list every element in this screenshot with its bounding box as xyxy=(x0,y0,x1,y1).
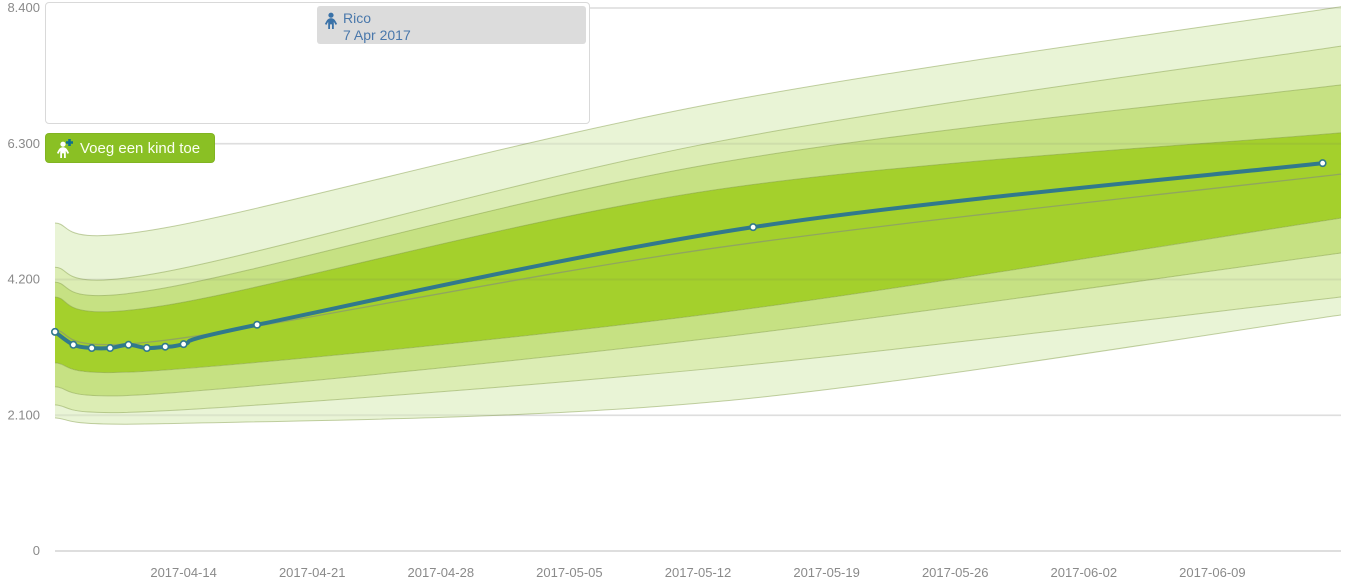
y-axis-tick-label: 8.400 xyxy=(7,0,40,15)
legend-item-child[interactable]: Rico 7 Apr 2017 xyxy=(317,6,586,44)
y-axis-tick-label: 2.100 xyxy=(7,407,40,422)
x-axis-tick-label: 2017-05-19 xyxy=(793,565,860,580)
y-axis-tick-label: 0 xyxy=(33,543,40,558)
data-point-marker[interactable] xyxy=(161,342,170,351)
y-axis-tick-label: 4.200 xyxy=(7,272,40,287)
data-point-marker[interactable] xyxy=(179,340,188,349)
percentile-boundary-line xyxy=(55,45,1341,281)
x-axis-tick-label: 2017-06-09 xyxy=(1179,565,1246,580)
percentile-boundary-line xyxy=(55,296,1341,414)
percentile-boundary-line xyxy=(55,132,1341,313)
median-line xyxy=(55,173,1341,346)
data-point-marker[interactable] xyxy=(253,320,262,329)
percentile-boundary-line xyxy=(55,217,1341,374)
percentile-boundary-line xyxy=(55,84,1341,297)
data-point-marker[interactable] xyxy=(124,340,133,349)
child-name: Rico xyxy=(343,10,372,26)
y-axis-tick-label: 6.300 xyxy=(7,136,40,151)
x-axis-tick-label: 2017-06-02 xyxy=(1051,565,1118,580)
percentile-band xyxy=(55,252,1341,413)
data-point-marker[interactable] xyxy=(749,223,758,232)
x-axis-tick-label: 2017-05-26 xyxy=(922,565,989,580)
x-axis-tick-label: 2017-04-14 xyxy=(150,565,217,580)
data-point-marker[interactable] xyxy=(1318,159,1327,168)
percentile-boundary-line xyxy=(55,314,1341,425)
data-point-marker[interactable] xyxy=(69,340,78,349)
percentile-band xyxy=(55,46,1341,296)
data-point-marker[interactable] xyxy=(106,344,115,353)
percentile-band xyxy=(55,218,1341,396)
person-icon xyxy=(324,12,338,29)
add-child-button-label: Voeg een kind toe xyxy=(80,139,201,157)
data-point-marker[interactable] xyxy=(87,344,96,353)
percentile-band xyxy=(55,296,1341,425)
percentile-boundary-line xyxy=(55,252,1341,397)
person-plus-icon xyxy=(56,138,73,158)
x-axis-tick-label: 2017-05-05 xyxy=(536,565,603,580)
percentile-boundary-line xyxy=(55,6,1341,237)
add-child-button[interactable]: Voeg een kind toe xyxy=(45,133,216,163)
x-axis-tick-label: 2017-05-12 xyxy=(665,565,732,580)
x-axis-tick-label: 2017-04-28 xyxy=(408,565,475,580)
percentile-band xyxy=(55,84,1341,312)
x-axis-tick-label: 2017-04-21 xyxy=(279,565,346,580)
data-point-marker[interactable] xyxy=(50,327,59,336)
child-birthdate: 7 Apr 2017 xyxy=(343,27,411,43)
data-point-marker[interactable] xyxy=(142,344,151,353)
legend-panel: Rico 7 Apr 2017 xyxy=(45,2,590,124)
percentile-band xyxy=(55,6,1341,281)
